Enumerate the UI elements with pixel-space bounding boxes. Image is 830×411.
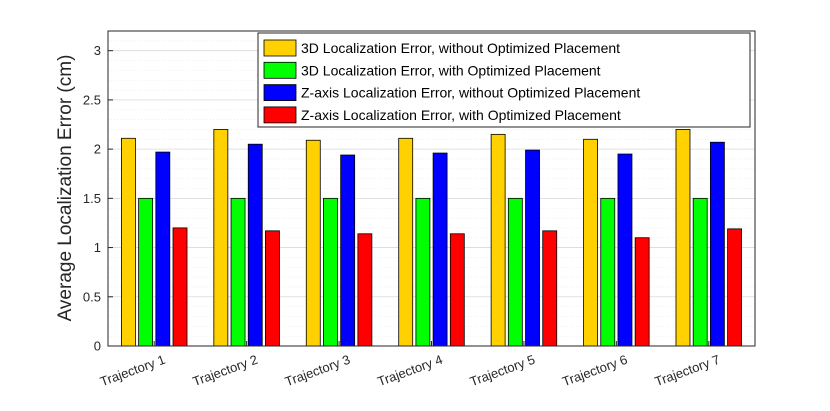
bar <box>634 237 650 347</box>
x-tick-label: Trajectory 2 <box>190 352 259 389</box>
y-axis-ticks: 0 0.5 1 1.5 2 2.5 3 <box>83 43 113 354</box>
bars-group <box>121 129 742 347</box>
bar <box>340 154 356 347</box>
legend-label: Z-axis Localization Error, without Optim… <box>301 85 640 101</box>
bar <box>675 129 691 347</box>
legend-swatch <box>263 106 297 124</box>
bar <box>172 227 188 347</box>
y-tick-label: 1 <box>94 240 101 255</box>
legend-swatch <box>263 39 297 57</box>
x-tick-label: Trajectory 4 <box>375 352 444 389</box>
x-tick-label: Trajectory 7 <box>653 352 722 389</box>
bar <box>155 151 171 347</box>
y-tick-label: 0 <box>94 339 101 354</box>
x-tick-label: Trajectory 1 <box>98 352 167 389</box>
y-tick-label: 1.5 <box>83 191 101 206</box>
y-axis-label: Average Localization Error (cm) <box>55 55 76 322</box>
bar <box>692 197 708 347</box>
x-tick-label: Trajectory 5 <box>468 352 537 389</box>
bar <box>449 233 465 347</box>
bar <box>357 233 373 347</box>
legend-label: Z-axis Localization Error, with Optimize… <box>301 107 621 123</box>
x-axis-ticks: Trajectory 1 Trajectory 2 Trajectory 3 Traj… <box>98 341 722 389</box>
bar <box>432 152 448 347</box>
bar <box>617 153 633 347</box>
legend-swatch <box>263 84 297 101</box>
bar <box>507 197 523 347</box>
bar <box>398 137 414 347</box>
bar <box>709 141 725 347</box>
bar <box>305 139 321 347</box>
bar <box>415 197 431 347</box>
y-tick-label: 2 <box>94 142 101 157</box>
bar <box>121 137 136 347</box>
bar <box>213 129 229 347</box>
legend-swatch <box>263 61 297 79</box>
bar <box>265 230 280 347</box>
bar <box>138 197 154 347</box>
y-tick-label: 3 <box>94 43 101 58</box>
legend-box <box>257 32 751 128</box>
bar <box>323 197 338 347</box>
legend-label: 3D Localization Error, with Optimized Pl… <box>301 62 601 78</box>
legend-label: 3D Localization Error, without Optimized… <box>301 40 620 56</box>
x-tick-label: Trajectory 6 <box>560 352 629 389</box>
bar <box>247 143 263 347</box>
bar <box>600 197 616 347</box>
bar <box>490 133 506 347</box>
legend: 3D Localization Error, without Optimized… <box>257 32 751 128</box>
bar <box>230 197 246 347</box>
bar <box>583 138 598 347</box>
x-tick-label: Trajectory 3 <box>283 352 352 389</box>
y-tick-label: 0.5 <box>83 289 101 304</box>
bar <box>525 149 540 347</box>
y-tick-label: 2.5 <box>83 92 101 107</box>
bar <box>727 228 742 347</box>
bar <box>542 230 558 347</box>
